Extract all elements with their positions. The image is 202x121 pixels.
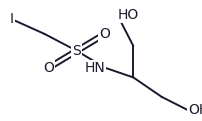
Text: S: S	[72, 44, 81, 58]
Text: I: I	[10, 12, 14, 26]
Text: HO: HO	[117, 8, 138, 22]
Text: O: O	[100, 27, 110, 41]
Text: O: O	[43, 61, 54, 75]
Text: HN: HN	[84, 61, 105, 75]
Text: OH: OH	[188, 103, 202, 117]
